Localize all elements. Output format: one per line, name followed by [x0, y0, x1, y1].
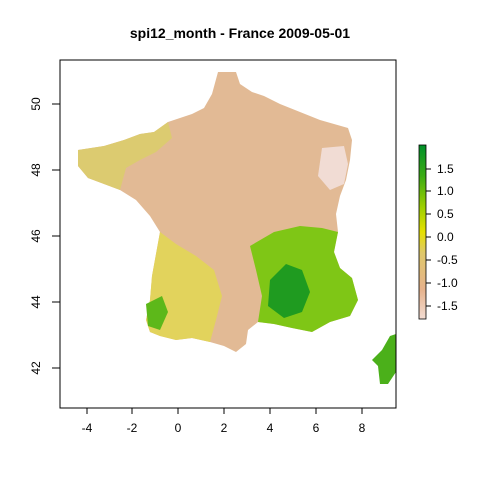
legend-tick-label: -0.5 — [437, 253, 458, 267]
x-tick-label: 6 — [313, 421, 320, 435]
france-southeast-darkgreen — [268, 264, 310, 318]
france-southwest-green — [146, 296, 168, 330]
y-axis: 50 48 46 44 42 — [29, 97, 60, 375]
plot-frame — [59, 59, 397, 409]
france-northeast-light — [318, 146, 348, 190]
x-tick-label: -2 — [127, 421, 138, 435]
y-tick-label: 46 — [29, 229, 43, 243]
x-axis: -4 -2 0 2 4 6 8 — [82, 408, 366, 435]
y-tick-label: 48 — [29, 163, 43, 177]
x-tick-label: -4 — [82, 421, 93, 435]
map-raster — [78, 72, 396, 384]
x-tick-label: 8 — [359, 421, 366, 435]
legend-tick-label: 1.0 — [437, 184, 454, 198]
legend-tick-label: -1.5 — [437, 299, 458, 313]
y-tick-label: 50 — [29, 97, 43, 111]
legend-tick-label: -1.0 — [437, 276, 458, 290]
y-tick-label: 42 — [29, 361, 43, 375]
corsica-region — [372, 334, 396, 384]
chart-title: spi12_month - France 2009-05-01 — [130, 25, 350, 41]
legend-colorbar — [418, 144, 427, 320]
x-tick-label: 4 — [267, 421, 274, 435]
y-tick-label: 44 — [29, 295, 43, 309]
legend-tick-label: 0.0 — [437, 230, 454, 244]
x-tick-label: 2 — [221, 421, 228, 435]
legend-tick-label: 0.5 — [437, 207, 454, 221]
color-legend: 1.5 1.0 0.5 0.0 -0.5 -1.0 -1.5 — [418, 144, 458, 320]
france-west-coast-band — [78, 122, 172, 190]
legend-tick-label: 1.5 — [437, 162, 454, 176]
x-tick-label: 0 — [175, 421, 182, 435]
